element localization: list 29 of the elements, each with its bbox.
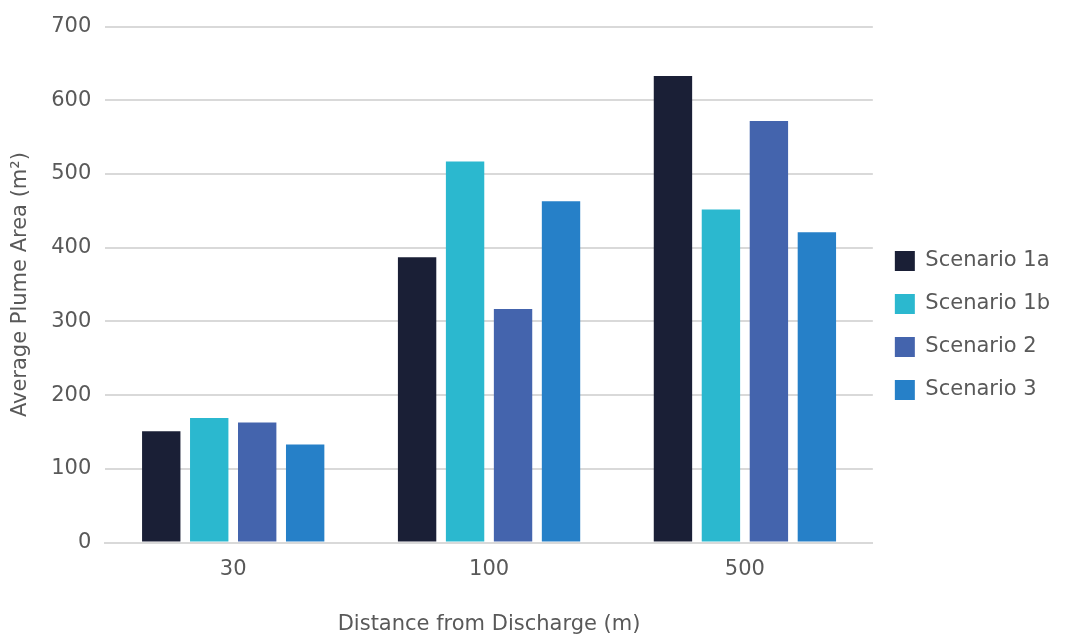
bar (142, 431, 181, 542)
y-tick-label: 500 (51, 160, 92, 185)
x-tick-label: 100 (469, 555, 510, 580)
y-tick-label: 200 (51, 381, 92, 406)
y-tick-label: 600 (51, 86, 92, 111)
bar (285, 444, 325, 542)
bar (238, 422, 277, 542)
x-tick-label: 30 (219, 555, 247, 580)
bar (397, 257, 437, 542)
bar (493, 308, 533, 542)
y-tick-label: 0 (77, 529, 92, 554)
legend-label: Scenario 1b (925, 290, 1051, 315)
bar (797, 232, 837, 542)
x-tick-label: 500 (724, 555, 765, 580)
bar (701, 209, 741, 542)
bar (445, 161, 485, 542)
y-tick-label: 100 (51, 455, 92, 480)
legend-label: Scenario 3 (925, 376, 1037, 401)
y-axis-title: Average Plume Area (m²) (7, 152, 32, 418)
y-tick-label: 700 (51, 13, 92, 38)
x-axis-title: Distance from Discharge (m) (337, 610, 641, 635)
bar (653, 75, 693, 542)
y-tick-label: 300 (51, 307, 92, 332)
y-tick-label: 400 (51, 234, 92, 259)
legend-label: Scenario 1a (925, 247, 1050, 272)
bar (541, 201, 581, 542)
legend-label: Scenario 2 (925, 333, 1037, 358)
bar (749, 120, 789, 542)
bar (190, 418, 229, 542)
